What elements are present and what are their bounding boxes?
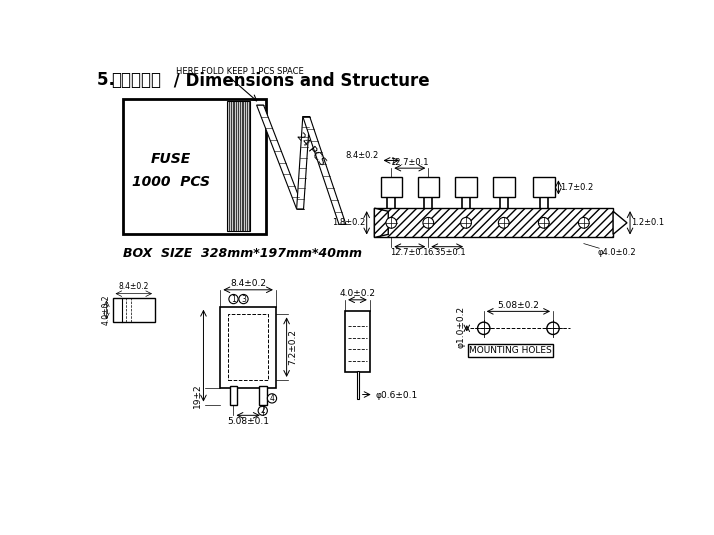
Polygon shape xyxy=(303,117,346,224)
Bar xyxy=(221,307,276,387)
Text: 12.7±0.1: 12.7±0.1 xyxy=(391,248,429,257)
Bar xyxy=(124,99,266,234)
Bar xyxy=(230,386,237,404)
Text: 8.4±0.2: 8.4±0.2 xyxy=(230,279,266,288)
Text: 1.2±0.1: 1.2±0.1 xyxy=(632,218,665,227)
Circle shape xyxy=(423,217,433,228)
Circle shape xyxy=(547,322,559,334)
Bar xyxy=(228,315,268,380)
Circle shape xyxy=(538,217,549,228)
Circle shape xyxy=(258,406,267,415)
Bar xyxy=(345,311,370,372)
Bar xyxy=(381,178,402,197)
Text: φ4.0±0.2: φ4.0±0.2 xyxy=(598,248,636,257)
Text: 1.7±0.2: 1.7±0.2 xyxy=(560,183,593,192)
Text: 12.7±0.1: 12.7±0.1 xyxy=(391,158,429,166)
Text: 5.: 5. xyxy=(97,71,126,89)
Text: 4: 4 xyxy=(270,394,274,403)
Circle shape xyxy=(267,394,276,403)
Bar xyxy=(259,386,266,404)
Text: 4.0±0.2: 4.0±0.2 xyxy=(102,295,111,325)
Bar xyxy=(357,371,359,399)
Polygon shape xyxy=(296,117,310,209)
Text: BOX  SIZE  328mm*197mm*40mm: BOX SIZE 328mm*197mm*40mm xyxy=(124,248,363,261)
Text: 1000  PCS: 1000 PCS xyxy=(132,175,210,189)
Text: φ0.6±0.1: φ0.6±0.1 xyxy=(375,391,418,400)
Polygon shape xyxy=(256,105,303,209)
Bar xyxy=(374,208,613,238)
Text: / Dimensions and Structure: / Dimensions and Structure xyxy=(168,71,430,89)
Text: FUSE: FUSE xyxy=(151,152,191,166)
Circle shape xyxy=(386,217,397,228)
Polygon shape xyxy=(613,211,627,234)
Circle shape xyxy=(498,217,509,228)
Text: 5.08±0.1: 5.08±0.1 xyxy=(227,417,269,426)
Text: 19±2: 19±2 xyxy=(193,384,202,408)
Text: 1: 1 xyxy=(231,295,236,303)
Circle shape xyxy=(461,217,471,228)
Circle shape xyxy=(478,322,490,334)
Text: 8.4±0.2: 8.4±0.2 xyxy=(119,282,149,292)
Text: 1.8±0.2: 1.8±0.2 xyxy=(332,218,365,227)
Polygon shape xyxy=(374,208,388,238)
Text: 2: 2 xyxy=(261,406,265,415)
Text: φ1.0±0.2: φ1.0±0.2 xyxy=(456,305,466,348)
Text: 5.08±0.2: 5.08±0.2 xyxy=(498,301,539,310)
Text: 4.0±0.2: 4.0±0.2 xyxy=(339,289,376,299)
Bar xyxy=(113,297,155,322)
Circle shape xyxy=(578,217,589,228)
Text: MOUNTING HOLES: MOUNTING HOLES xyxy=(469,346,552,355)
Text: HERE FOLD KEEP 1 PCS SPACE: HERE FOLD KEEP 1 PCS SPACE xyxy=(176,67,303,76)
Bar xyxy=(418,178,439,197)
Bar xyxy=(227,101,251,231)
Text: 6.35±0.1: 6.35±0.1 xyxy=(428,248,466,257)
Bar xyxy=(468,345,553,357)
Text: 7.2±0.2: 7.2±0.2 xyxy=(288,329,297,365)
Bar xyxy=(533,178,555,197)
Bar xyxy=(456,178,477,197)
Text: 8.4±0.2: 8.4±0.2 xyxy=(346,151,379,159)
Text: 24 PCS: 24 PCS xyxy=(294,131,327,167)
Text: 3: 3 xyxy=(241,295,246,303)
Text: 结构及尺寸: 结构及尺寸 xyxy=(111,71,161,89)
Bar xyxy=(493,178,515,197)
Circle shape xyxy=(239,294,248,304)
Circle shape xyxy=(229,294,238,304)
